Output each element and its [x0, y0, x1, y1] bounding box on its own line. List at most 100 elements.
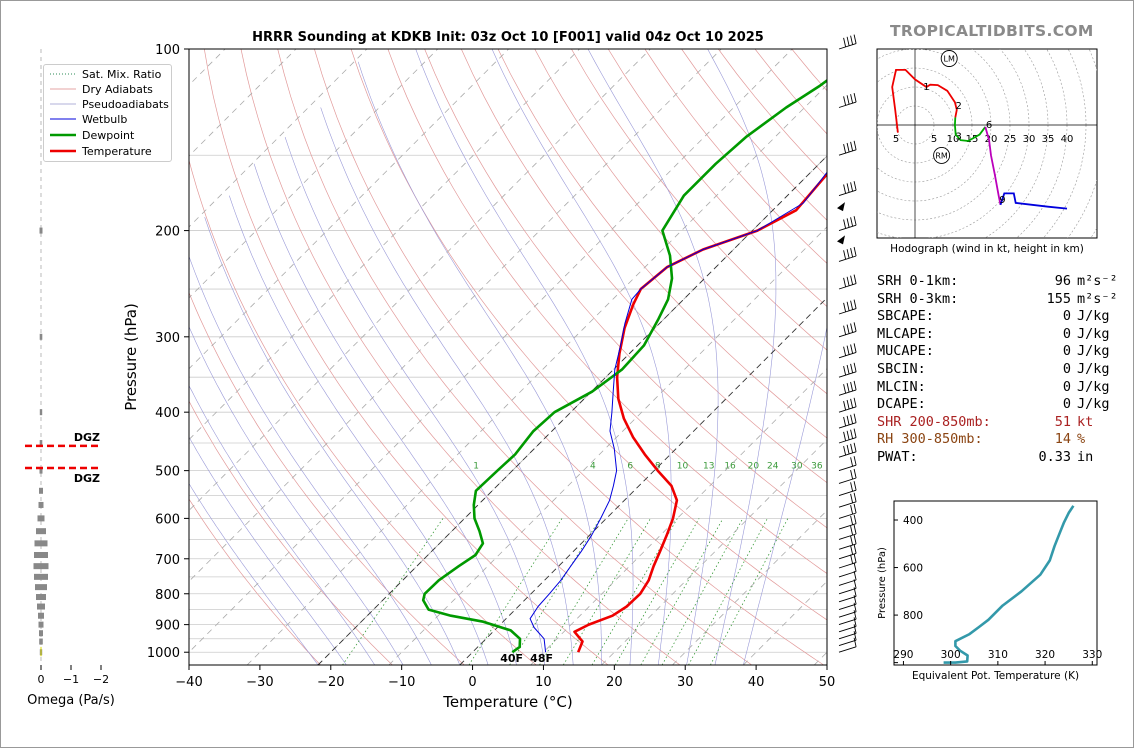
wind-barb: [838, 181, 857, 197]
pseudoadiabat: [189, 482, 319, 665]
stat-row: RH 300-850mb: 14%: [877, 431, 1127, 449]
theta-e-x-axis-label: Equivalent Pot. Temperature (K): [912, 670, 1079, 682]
barb-staff: [838, 422, 857, 429]
skewt-plot: 146810131620243036: [189, 49, 827, 665]
isotherm: [189, 49, 722, 582]
barb-staff: [838, 632, 857, 640]
stat-key: MUCAPE:: [877, 343, 934, 360]
wind-barb: [838, 534, 857, 550]
barb-flag: [846, 415, 850, 425]
pseudoadiabat: [284, 137, 546, 665]
mixing-ratio-label: 36: [811, 462, 823, 472]
x-tick-label: 50: [819, 675, 836, 690]
omega-bar: [37, 515, 45, 522]
theta-e-plot: [943, 505, 1075, 664]
barb-flag: [850, 526, 854, 536]
barb-flag: [850, 344, 854, 354]
mixing-ratio-line: [342, 518, 444, 665]
x-tick-label: 0: [468, 675, 476, 690]
x-tick-label: 40: [748, 675, 765, 690]
dry-adiabat: [314, 49, 824, 665]
barb-flag: [853, 562, 857, 572]
stat-key: DCAPE:: [877, 396, 926, 413]
stat-value: 0: [1062, 360, 1071, 377]
barb-flag: [853, 579, 857, 589]
barb-flag: [853, 397, 857, 407]
isotherm: [601, 438, 827, 665]
barb-flag: [853, 514, 857, 524]
omega-axis-label: Omega (Pa/s): [27, 693, 115, 708]
barb-flag: [843, 366, 847, 376]
wind-barb: [838, 637, 857, 653]
pseudoadiabat: [587, 49, 719, 665]
theta-e-frame: [893, 500, 1098, 666]
hodo-ring-label: 10: [947, 134, 960, 145]
stat-key: SBCIN:: [877, 360, 926, 377]
stat-row: SRH 0-3km: 155 m²s⁻²: [877, 291, 1127, 309]
barb-staff: [838, 523, 857, 530]
omega-bar: [36, 528, 46, 535]
dry-adiabat: [460, 49, 827, 484]
barb-flag: [846, 430, 850, 440]
stat-unit: in: [1077, 448, 1094, 465]
wind-barb: [838, 553, 857, 569]
stat-row: PWAT: 0.33 in: [877, 449, 1127, 467]
brand-label: TROPICALTIDBITS.COM: [890, 22, 1094, 40]
barb-flag: [846, 249, 850, 259]
stat-unit: %: [1077, 431, 1086, 448]
hodo-ring-label: 30: [1023, 134, 1036, 145]
y-tick-label: 100: [155, 43, 180, 58]
barb-flag: [853, 362, 857, 372]
wind-barb: [838, 34, 857, 50]
wind-barb: [838, 602, 857, 618]
barb-flag: [853, 413, 857, 423]
barb-flag: [850, 381, 854, 392]
stat-unit: m²s⁻²: [1077, 290, 1118, 307]
barb-flag: [853, 602, 857, 612]
barb-flag: [853, 274, 857, 284]
theta-e-line: [943, 505, 1075, 664]
pseudoadiabat: [320, 107, 574, 665]
mixing-ratio-label: 20: [748, 462, 760, 472]
mixing-ratio-label: 10: [677, 462, 689, 472]
barb-staff: [838, 308, 857, 315]
y-tick-label: 700: [155, 553, 180, 568]
barb-flag: [850, 515, 854, 525]
pseudoadiabat: [707, 49, 777, 665]
barb-flag: [843, 144, 847, 154]
barb-flag: [843, 302, 847, 312]
barb-flag: [846, 324, 850, 334]
omega-bar: [34, 573, 48, 580]
barb-staff: [838, 552, 857, 560]
stat-unit: J/kg: [1077, 378, 1110, 395]
omega-bar: [33, 563, 49, 570]
legend-item: Pseudoadiabats: [44, 96, 169, 112]
dry-adiabat: [189, 291, 465, 665]
stat-value: 0: [1062, 308, 1071, 325]
wind-barb: [838, 595, 857, 611]
barb-pennant: [837, 235, 845, 245]
stat-value: 0: [1062, 378, 1071, 395]
omega-bar: [34, 552, 48, 559]
omega-bar: [39, 467, 43, 474]
barb-staff: [838, 562, 857, 569]
pseudoadiabat: [415, 49, 634, 665]
wind-barb: [838, 570, 857, 586]
barb-flag: [853, 631, 857, 641]
barb-flag: [843, 250, 847, 260]
dry-adiabat: [240, 49, 681, 665]
stat-unit: J/kg: [1077, 343, 1110, 360]
hodo-height-label: 2: [956, 101, 962, 112]
pseudoadiabat: [189, 384, 375, 665]
hodo-height-label: 1: [923, 82, 929, 93]
y-tick-label: 800: [155, 588, 180, 603]
wind-barb: [838, 503, 857, 519]
barb-staff: [838, 406, 857, 413]
theta-e-x-tick-label: 330: [1082, 649, 1102, 661]
isotherm: [388, 226, 827, 665]
dry-adiabat: [387, 49, 827, 574]
y-tick-label: 600: [155, 512, 180, 527]
stat-value: 96: [1054, 273, 1071, 289]
barb-staff: [838, 224, 857, 232]
barb-flag: [850, 141, 854, 151]
